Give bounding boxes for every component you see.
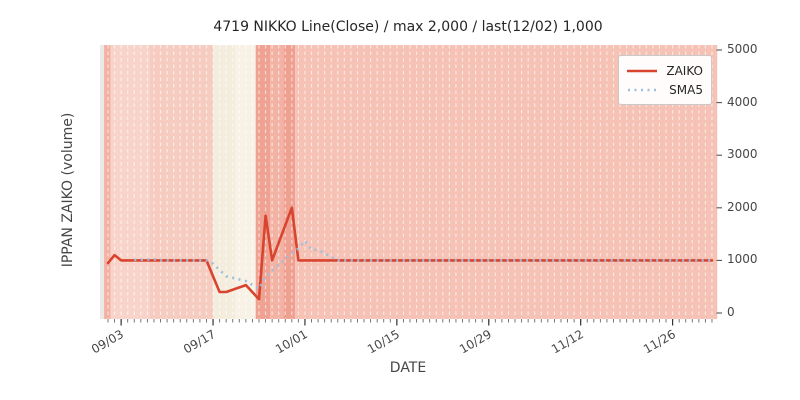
y-tick-label: 5000 [727, 42, 758, 56]
y-axis-label: IPPAN ZAIKO (volume) [60, 112, 76, 268]
background-band [213, 45, 236, 319]
legend-label-sma5: SMA5 [669, 82, 703, 97]
legend: ZAIKO SMA5 [618, 55, 712, 105]
y-tick-label: 1000 [727, 252, 758, 267]
background-band [150, 45, 214, 319]
background-band [270, 45, 284, 319]
background-band [283, 45, 296, 319]
background-band [104, 45, 111, 319]
zaiko-line [106, 206, 714, 301]
zaiko-line-swatch [627, 69, 657, 72]
y-tick-label: 0 [727, 305, 735, 319]
y-tick-label: 3000 [727, 147, 758, 162]
legend-label-zaiko: ZAIKO [666, 63, 703, 78]
x-axis-label: DATE [389, 360, 427, 376]
sma5-line-swatch [628, 88, 657, 91]
y-tick-label: 2000 [727, 199, 758, 214]
background-band [255, 45, 271, 319]
y-tick-label: 4000 [727, 94, 758, 109]
background-band [110, 45, 151, 319]
background-band [100, 45, 105, 319]
chart-title: 4719 NIKKO Line(Close) / max 2,000 / las… [213, 19, 603, 35]
legend-item-zaiko: ZAIKO [627, 61, 703, 80]
legend-item-sma5: SMA5 [627, 80, 703, 99]
